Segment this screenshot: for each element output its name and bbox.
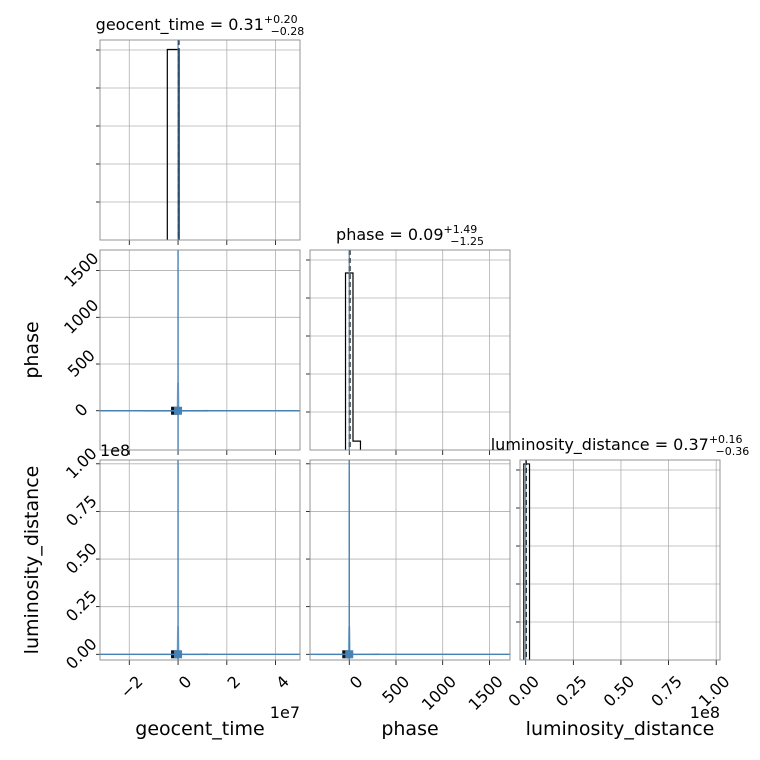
panel-luminosity_distance-luminosity_distance: 0.00 0.25 0.50 0.75 1.00 [504,459,734,711]
density-contour [310,653,380,656]
x-tick-label: 0 [175,672,196,693]
title-phase: phase = 0.09+1.49 −1.25 [336,223,484,248]
title-plus: +0.16 [709,433,743,446]
density-contour [138,409,209,412]
title-main: geocent_time = 0.31 [96,15,264,35]
x-offset-label-geocent_time: 1e7 [270,703,300,722]
title-geocent_time: geocent_time = 0.31+0.20 −0.28 [96,13,305,38]
y-axis-label-luminosity_distance: luminosity_distance [21,466,43,655]
panel-background [310,250,510,450]
x-axis-label-geocent_time: geocent_time [135,718,264,740]
histogram-step-phase [344,272,362,450]
density-contour [138,653,209,656]
x-tick-label: 4 [272,672,293,693]
panel-background [520,460,720,660]
x-tick-label: −2 [116,672,146,702]
x-axis-label-luminosity_distance: luminosity_distance [526,718,715,740]
y-axis-label-phase: phase [21,321,43,378]
panel-plot-area [100,250,300,450]
panel-background [100,40,300,240]
y-tick-label: 0.75 [62,491,101,530]
title-minus: −0.36 [716,445,750,458]
y-tick-label: 0.00 [62,634,101,673]
panel-background [100,460,300,660]
x-offset-label-luminosity_distance: 1e8 [690,703,720,722]
title-luminosity_distance: luminosity_distance = 0.37+0.16 −0.36 [491,433,750,458]
panel-geocent_time-luminosity_distance: 0.00 0.25 0.50 0.75 1.00 −2 0 2 4 [62,444,301,702]
density-contour [176,626,180,655]
x-axis-label-phase: phase [381,718,438,740]
x-tick-label: 1500 [465,672,507,714]
x-tick-label: 2 [224,672,245,693]
panel-plot-area [310,250,510,450]
title-main: phase = 0.09 [336,225,443,244]
title-plus: +1.49 [444,223,478,236]
y-tick-label: 1500 [60,249,102,291]
panel-geocent_time-geocent_time [96,39,301,245]
y-offset-label-luminosity_distance: 1e8 [100,441,130,460]
y-tick-label: 0 [71,400,92,421]
x-tick-label: 0.75 [647,672,686,711]
panel-frame [309,459,511,661]
panel-frame [99,39,301,241]
panel-background [310,460,510,660]
panel-phase-phase [306,249,511,455]
panel-frame [99,459,301,661]
panel-plot-area [520,460,720,660]
x-tick-label: 0.50 [600,672,639,711]
panel-frame [309,249,511,451]
panel-frame [99,249,301,451]
panel-phase-luminosity_distance: 0 500 1000 1500 [306,459,511,714]
x-tick-label: 500 [378,672,413,707]
panel-plot-area [310,460,510,660]
title-plus: +0.20 [264,13,298,26]
x-tick-label: 0 [346,672,367,693]
panel-plot-area [100,40,300,240]
x-tick-label: 1000 [418,672,460,714]
panel-background [100,250,300,450]
panel-plot-area [100,460,300,660]
panel-frame [519,459,721,661]
y-tick-label: 500 [64,346,99,381]
title-minus: −0.28 [271,25,305,38]
density-contour [176,382,180,411]
y-tick-label: 1.00 [62,444,101,483]
x-tick-label: 0.00 [504,672,543,711]
y-tick-label: 0.25 [62,587,101,626]
x-tick-label: 0.25 [552,672,591,711]
y-tick-label: 0.50 [62,539,101,578]
title-main: luminosity_distance = 0.37 [491,435,709,455]
title-minus: −1.25 [450,235,484,248]
density-contour [347,626,351,655]
y-tick-label: 1000 [60,295,102,337]
